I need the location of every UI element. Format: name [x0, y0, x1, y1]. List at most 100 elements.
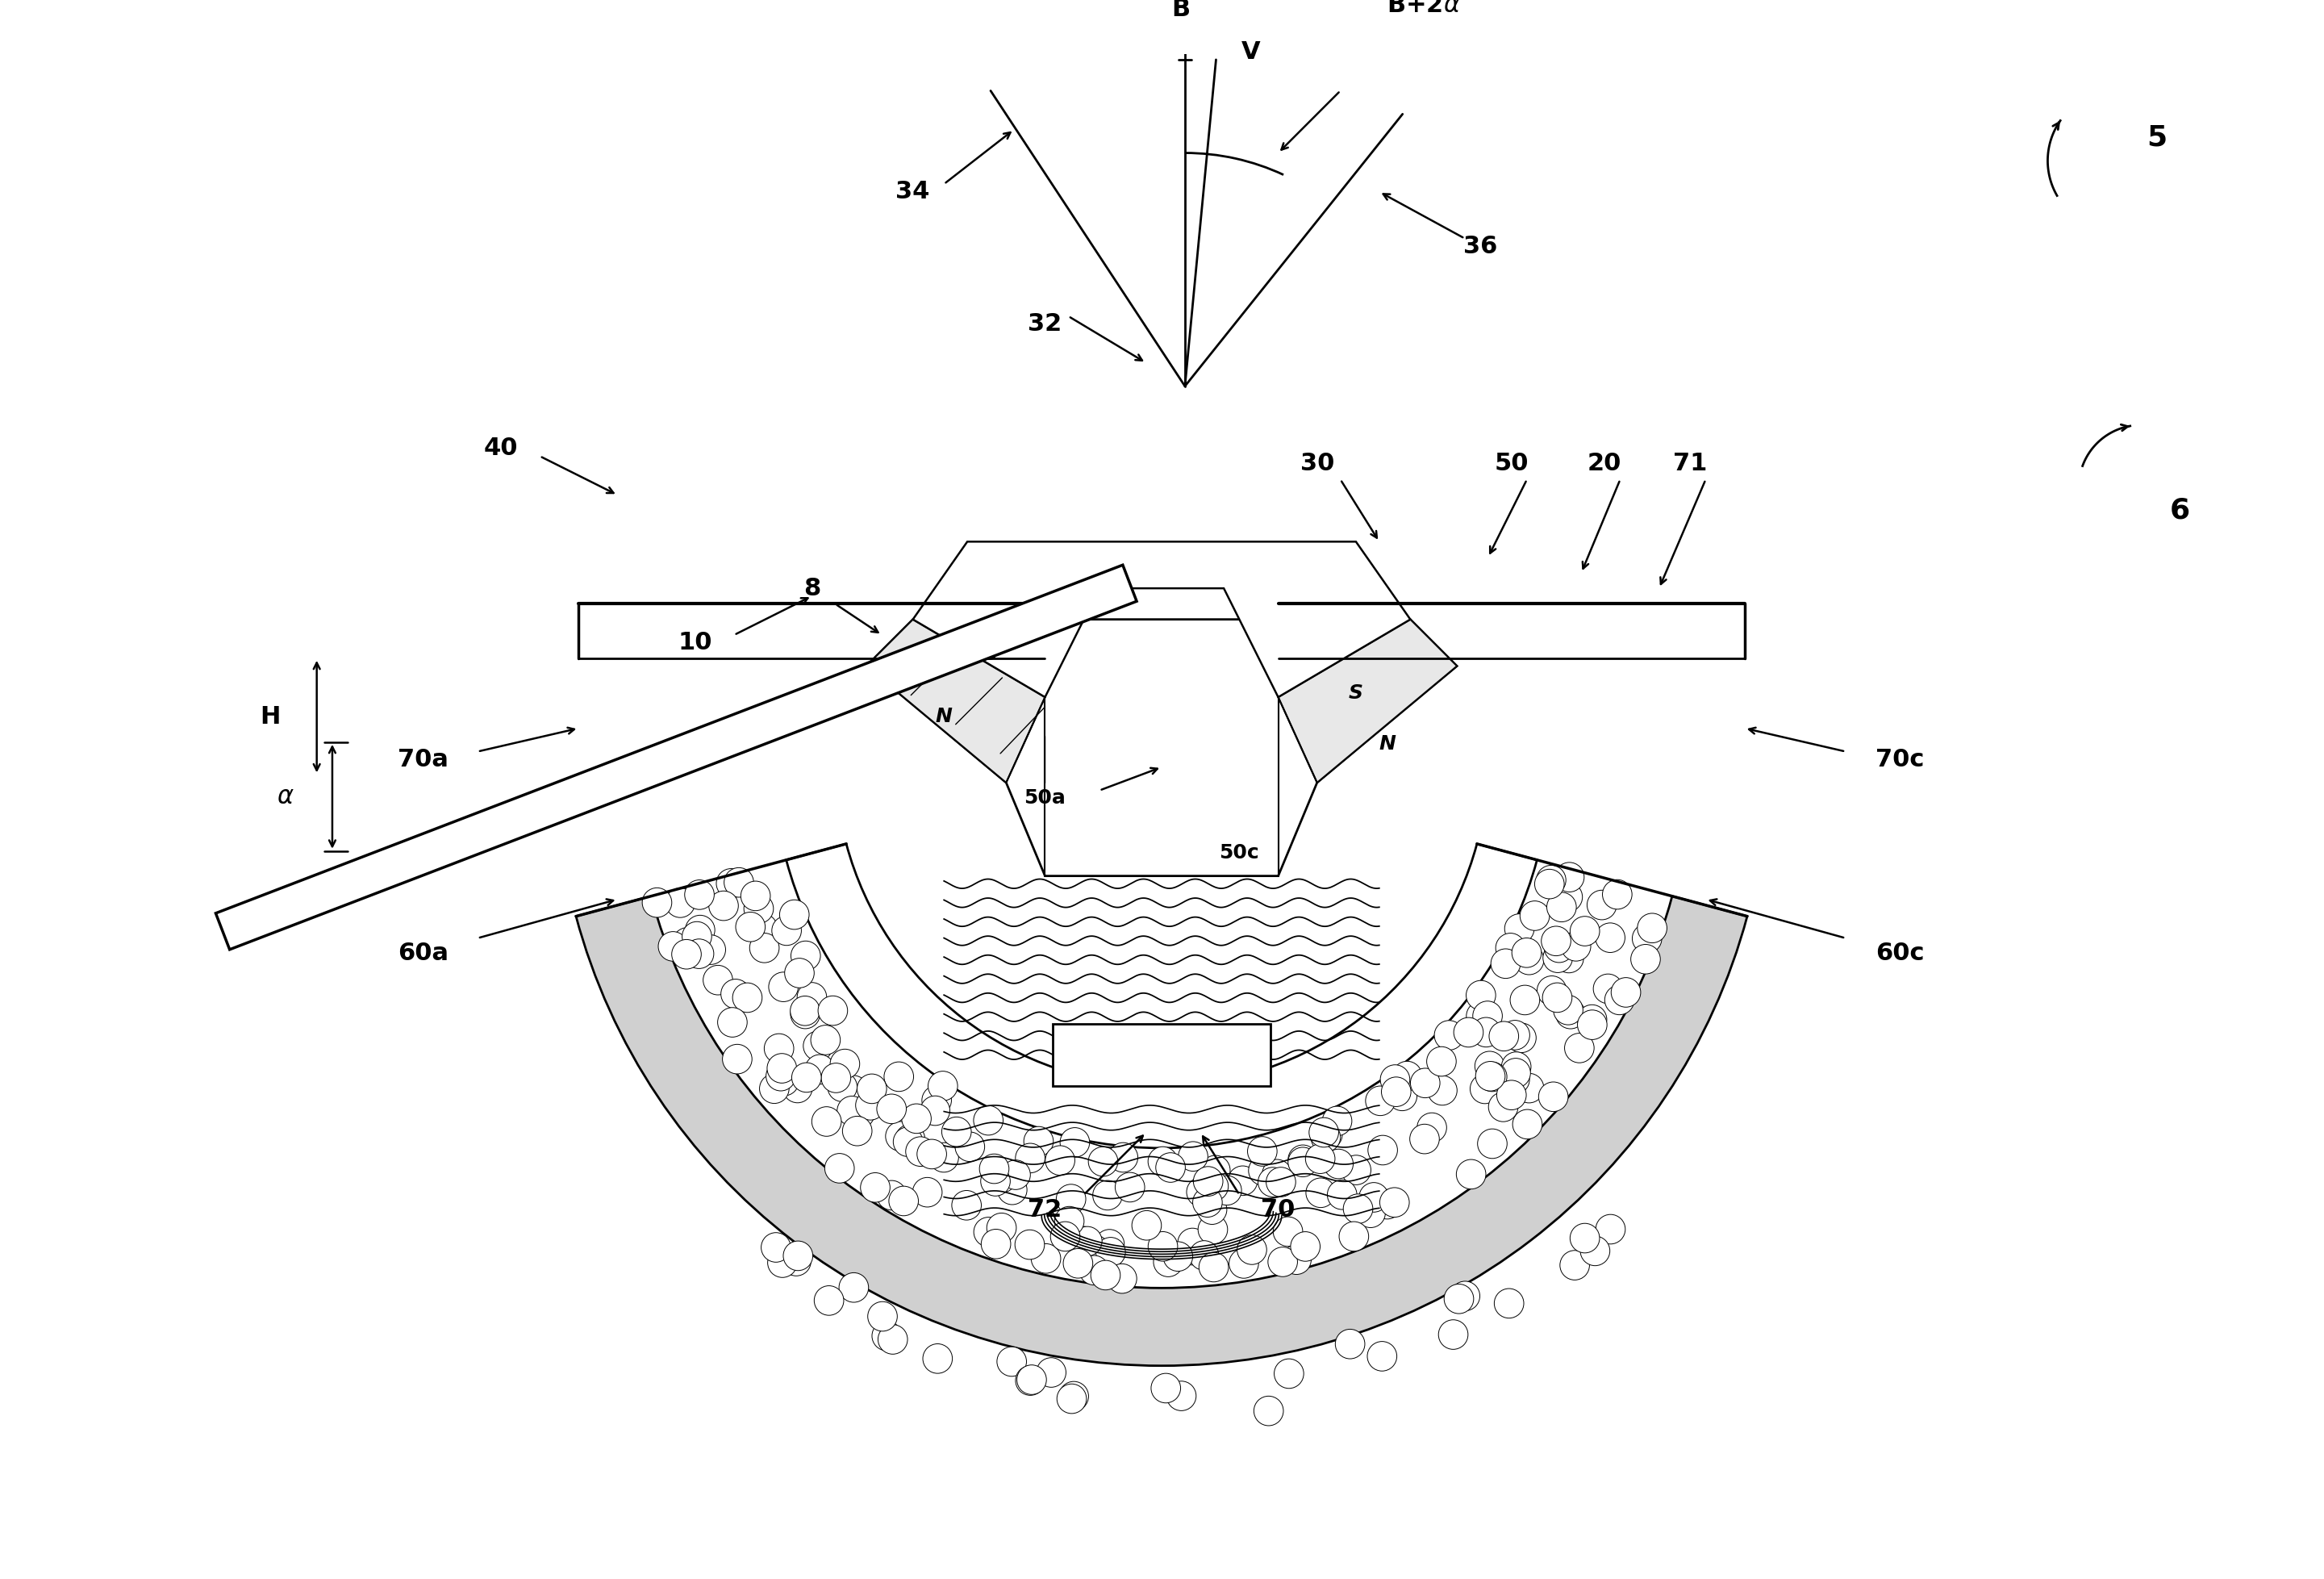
Circle shape — [1497, 1080, 1527, 1110]
Circle shape — [867, 1301, 897, 1331]
Circle shape — [878, 1325, 909, 1355]
Circle shape — [1587, 891, 1618, 919]
Circle shape — [658, 932, 688, 962]
Circle shape — [825, 1154, 855, 1183]
Circle shape — [1638, 913, 1666, 943]
Circle shape — [1339, 1222, 1369, 1251]
Circle shape — [1487, 1093, 1518, 1121]
Circle shape — [923, 1344, 953, 1374]
Circle shape — [1501, 1058, 1532, 1088]
Circle shape — [704, 965, 732, 995]
Text: 71: 71 — [1673, 452, 1708, 475]
Circle shape — [1274, 1360, 1304, 1388]
Circle shape — [783, 1074, 813, 1102]
Circle shape — [741, 881, 769, 911]
Circle shape — [1513, 1110, 1543, 1138]
Circle shape — [1199, 1252, 1229, 1282]
Circle shape — [1571, 1224, 1599, 1252]
Circle shape — [1541, 927, 1571, 955]
Circle shape — [765, 1034, 795, 1063]
Circle shape — [1506, 941, 1536, 971]
Text: 34: 34 — [895, 180, 930, 204]
Polygon shape — [867, 619, 1046, 783]
Circle shape — [1490, 1022, 1518, 1052]
Text: 6: 6 — [2171, 497, 2189, 524]
Circle shape — [1555, 943, 1583, 973]
Circle shape — [1188, 1178, 1215, 1206]
Circle shape — [1227, 1165, 1257, 1195]
Circle shape — [1543, 943, 1573, 973]
Circle shape — [1016, 1143, 1046, 1173]
Circle shape — [1506, 1023, 1536, 1053]
Circle shape — [1155, 1153, 1185, 1183]
Circle shape — [1494, 1288, 1525, 1318]
Text: B+2$\alpha$: B+2$\alpha$ — [1387, 0, 1462, 17]
Circle shape — [1631, 924, 1662, 954]
Circle shape — [1443, 1284, 1473, 1314]
Circle shape — [895, 1124, 925, 1154]
Text: V: V — [1241, 39, 1260, 63]
Circle shape — [1578, 1004, 1606, 1034]
Circle shape — [883, 1063, 913, 1091]
Circle shape — [748, 914, 779, 943]
Circle shape — [1248, 1137, 1278, 1167]
Circle shape — [1336, 1330, 1364, 1360]
Circle shape — [1016, 1230, 1043, 1260]
Circle shape — [1176, 1235, 1206, 1265]
Circle shape — [1380, 1064, 1411, 1094]
Circle shape — [767, 1247, 797, 1277]
Circle shape — [888, 1186, 918, 1216]
Circle shape — [1548, 892, 1576, 922]
Circle shape — [1325, 1150, 1353, 1178]
Circle shape — [839, 1273, 869, 1303]
Circle shape — [885, 1121, 916, 1151]
Circle shape — [1269, 1247, 1297, 1277]
Circle shape — [1167, 1382, 1197, 1410]
Circle shape — [732, 982, 762, 1012]
Circle shape — [858, 1074, 888, 1104]
Circle shape — [672, 940, 702, 970]
Circle shape — [1594, 974, 1622, 1004]
Circle shape — [1037, 1358, 1067, 1388]
Circle shape — [769, 973, 797, 1001]
Circle shape — [855, 1091, 885, 1120]
Circle shape — [1552, 883, 1583, 911]
Circle shape — [1032, 1244, 1060, 1273]
Text: S: S — [1348, 684, 1364, 703]
Text: H: H — [260, 704, 281, 728]
Circle shape — [797, 982, 827, 1012]
Circle shape — [760, 1074, 790, 1104]
Circle shape — [1016, 1366, 1046, 1396]
Circle shape — [872, 1322, 902, 1350]
Circle shape — [1476, 1052, 1504, 1082]
Circle shape — [1262, 1159, 1292, 1189]
Circle shape — [927, 1071, 957, 1101]
Circle shape — [1497, 933, 1525, 963]
Circle shape — [1018, 1364, 1046, 1394]
Circle shape — [1380, 1187, 1408, 1217]
Text: S: S — [983, 644, 997, 665]
Circle shape — [1195, 1167, 1222, 1195]
Circle shape — [1471, 1074, 1499, 1104]
Circle shape — [811, 1025, 841, 1055]
Circle shape — [1078, 1255, 1109, 1285]
Circle shape — [918, 1140, 946, 1168]
Circle shape — [1092, 1181, 1122, 1210]
Circle shape — [792, 1063, 820, 1093]
Circle shape — [718, 1007, 746, 1037]
Circle shape — [783, 1241, 813, 1271]
Circle shape — [1580, 1236, 1611, 1266]
Circle shape — [1116, 1173, 1146, 1202]
Circle shape — [1327, 1180, 1357, 1210]
Circle shape — [1069, 1227, 1097, 1255]
Circle shape — [997, 1175, 1027, 1205]
Circle shape — [769, 1066, 799, 1096]
Circle shape — [1306, 1145, 1334, 1173]
Circle shape — [1199, 1172, 1229, 1202]
Circle shape — [930, 1143, 957, 1172]
Circle shape — [1106, 1263, 1136, 1293]
Circle shape — [860, 1173, 890, 1202]
Circle shape — [827, 1072, 858, 1102]
Circle shape — [1341, 1156, 1371, 1184]
Circle shape — [725, 868, 753, 897]
